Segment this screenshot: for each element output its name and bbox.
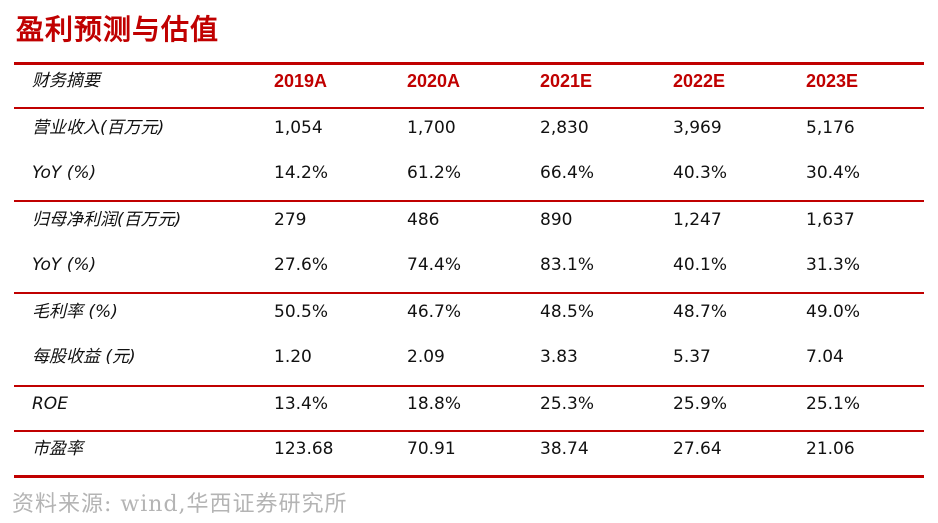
table-cell: 2.09 bbox=[407, 347, 445, 367]
group-rule-2 bbox=[14, 292, 924, 294]
header-year: 2022E bbox=[673, 71, 726, 91]
table-cell: 1.20 bbox=[274, 347, 312, 367]
table-cell: 30.4% bbox=[806, 163, 861, 183]
table-cell: 279 bbox=[274, 210, 307, 230]
table-cell: 1,247 bbox=[673, 210, 722, 230]
table-bottom-rule bbox=[14, 475, 924, 478]
table-cell: 31.3% bbox=[806, 255, 861, 275]
table-cell: 27.6% bbox=[274, 255, 329, 275]
table-cell: 83.1% bbox=[540, 255, 595, 275]
row-label: 归母净利润(百万元) bbox=[32, 210, 182, 230]
table-cell: 3,969 bbox=[673, 118, 722, 138]
group-rule-1 bbox=[14, 200, 924, 202]
table-cell: 46.7% bbox=[407, 302, 462, 322]
header-year: 2019A bbox=[274, 71, 328, 91]
table-cell: 25.1% bbox=[806, 394, 861, 414]
table-cell: 38.74 bbox=[540, 439, 589, 459]
table-cell: 14.2% bbox=[274, 163, 329, 183]
row-label: 每股收益 (元) bbox=[32, 347, 136, 367]
table-cell: 48.7% bbox=[673, 302, 728, 322]
table-cell: 74.4% bbox=[407, 255, 462, 275]
table-cell: 5,176 bbox=[806, 118, 855, 138]
table-cell: 1,054 bbox=[274, 118, 323, 138]
table-cell: 123.68 bbox=[274, 439, 334, 459]
table-cell: 1,637 bbox=[806, 210, 855, 230]
header-rule bbox=[14, 107, 924, 109]
table-cell: 7.04 bbox=[806, 347, 844, 367]
row-label: 市盈率 bbox=[32, 439, 83, 459]
row-label: YoY (%) bbox=[32, 255, 97, 275]
table-cell: 18.8% bbox=[407, 394, 462, 414]
table-top-rule bbox=[14, 62, 924, 65]
table-cell: 25.9% bbox=[673, 394, 728, 414]
header-label: 财务摘要 bbox=[32, 71, 100, 91]
table-cell: 70.91 bbox=[407, 439, 456, 459]
row-label: 毛利率 (%) bbox=[32, 302, 118, 322]
table-cell: 13.4% bbox=[274, 394, 329, 414]
group-rule-3 bbox=[14, 385, 924, 387]
group-rule-4 bbox=[14, 430, 924, 432]
header-year: 2023E bbox=[806, 71, 859, 91]
table-cell: 27.64 bbox=[673, 439, 722, 459]
table-cell: 66.4% bbox=[540, 163, 595, 183]
header-year: 2021E bbox=[540, 71, 593, 91]
source-note: 资料来源: wind,华西证券研究所 bbox=[12, 492, 348, 517]
table-cell: 48.5% bbox=[540, 302, 595, 322]
table-cell: 890 bbox=[540, 210, 573, 230]
table-cell: 49.0% bbox=[806, 302, 861, 322]
table-cell: 40.3% bbox=[673, 163, 728, 183]
table-cell: 50.5% bbox=[274, 302, 329, 322]
row-label: 营业收入(百万元) bbox=[32, 118, 165, 138]
table-cell: 5.37 bbox=[673, 347, 711, 367]
header-year: 2020A bbox=[407, 71, 461, 91]
table-cell: 40.1% bbox=[673, 255, 728, 275]
table-cell: 1,700 bbox=[407, 118, 456, 138]
row-label: ROE bbox=[32, 394, 68, 414]
table-cell: 25.3% bbox=[540, 394, 595, 414]
table-cell: 61.2% bbox=[407, 163, 462, 183]
table-cell: 21.06 bbox=[806, 439, 855, 459]
row-label: YoY (%) bbox=[32, 163, 97, 183]
table-cell: 486 bbox=[407, 210, 440, 230]
page-title: 盈利预测与估值 bbox=[16, 13, 220, 46]
table-cell: 3.83 bbox=[540, 347, 578, 367]
table-cell: 2,830 bbox=[540, 118, 589, 138]
